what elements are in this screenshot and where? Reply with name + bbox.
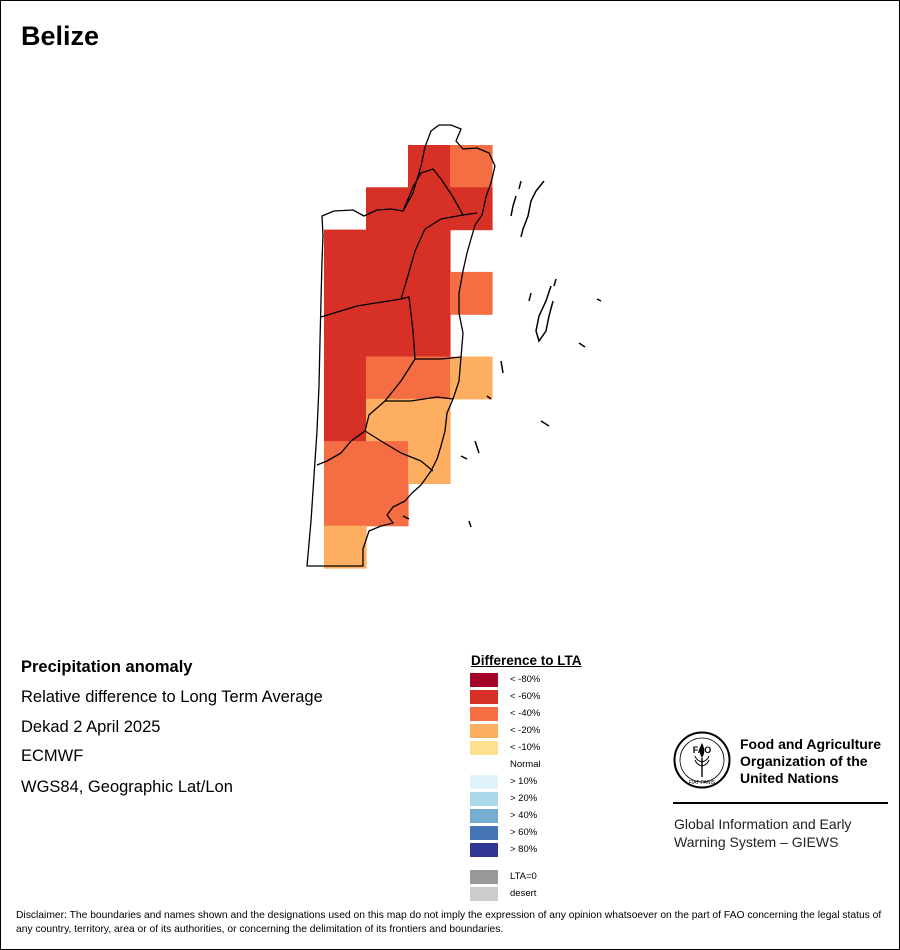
fao-logo-icon: FAO FIAT PANIS xyxy=(673,731,731,789)
district-boundary-toledo xyxy=(385,396,454,402)
district-boundary-north xyxy=(402,168,478,216)
legend-swatch xyxy=(470,809,498,823)
grid-cell xyxy=(366,356,409,400)
grid-cell xyxy=(408,441,451,484)
grid-cell xyxy=(324,314,367,358)
belize-outline xyxy=(306,124,496,567)
legend-label: Normal xyxy=(510,759,541,770)
org-name-line1: Food and Agriculture xyxy=(740,736,882,752)
grid-cell xyxy=(408,314,451,358)
legend-label: > 10% xyxy=(510,776,538,787)
info-title: Precipitation anomaly xyxy=(21,658,193,676)
grid-cell xyxy=(450,271,493,315)
grid-cell xyxy=(324,398,367,442)
info-period: Dekad 2 April 2025 xyxy=(21,718,161,736)
grid-cell xyxy=(408,356,451,400)
legend-swatch xyxy=(470,792,498,806)
grid-cell xyxy=(408,271,451,315)
grid-cell xyxy=(366,441,409,484)
grid-cell xyxy=(324,525,367,569)
legend-swatch xyxy=(470,870,498,884)
district-boundary-cayo xyxy=(400,296,462,360)
grid-cell xyxy=(408,145,451,188)
legend-swatch xyxy=(470,724,498,738)
anomaly-grid xyxy=(324,145,493,569)
district-boundary-south xyxy=(364,430,434,472)
legend-label: < -80% xyxy=(510,674,541,685)
grid-cell xyxy=(366,271,409,315)
grid-cell xyxy=(450,356,493,400)
legend-swatch xyxy=(470,826,498,840)
legend-swatch xyxy=(470,673,498,687)
grid-cell xyxy=(324,356,367,400)
legend-label: LTA=0 xyxy=(510,871,537,882)
grid-cell xyxy=(324,483,367,527)
legend-label: > 80% xyxy=(510,844,538,855)
legend-swatch xyxy=(470,690,498,704)
grid-cell xyxy=(450,187,493,231)
legend-swatch xyxy=(470,775,498,789)
info-source: ECMWF xyxy=(21,747,84,765)
legend-title: Difference to LTA xyxy=(471,653,582,668)
legend-swatch xyxy=(470,887,498,901)
legend-label: > 40% xyxy=(510,810,538,821)
org-name-line3: United Nations xyxy=(740,770,839,786)
grid-cell xyxy=(324,271,367,315)
country-boundaries xyxy=(306,124,496,567)
info-subtitle: Relative difference to Long Term Average xyxy=(21,688,323,706)
legend-label: < -10% xyxy=(510,742,541,753)
svg-text:FAO: FAO xyxy=(693,745,712,755)
svg-text:FIAT PANIS: FIAT PANIS xyxy=(689,780,716,786)
org-divider xyxy=(673,802,888,804)
org-name-line2: Organization of the xyxy=(740,753,868,769)
legend-label: desert xyxy=(510,888,537,899)
giews-name-line1: Global Information and Early xyxy=(674,816,852,832)
legend-label: < -60% xyxy=(510,691,541,702)
giews-name-line2: Warning System – GIEWS xyxy=(674,834,839,850)
info-projection: WGS84, Geographic Lat/Lon xyxy=(21,778,233,796)
district-boundary-orange-walk xyxy=(320,214,464,318)
legend-label: > 20% xyxy=(510,793,538,804)
legend-swatch xyxy=(470,741,498,755)
grid-cell xyxy=(324,229,367,273)
disclaimer-text: Disclaimer: The boundaries and names sho… xyxy=(16,910,882,935)
legend-label: < -40% xyxy=(510,708,541,719)
grid-cell xyxy=(408,187,451,231)
legend-label: > 60% xyxy=(510,827,538,838)
legend-swatch xyxy=(470,758,498,772)
legend-swatch xyxy=(470,843,498,857)
legend-swatch xyxy=(470,707,498,721)
legend-label: < -20% xyxy=(510,725,541,736)
offshore-cays xyxy=(402,180,602,528)
grid-cell xyxy=(366,398,409,442)
grid-cell xyxy=(366,229,409,273)
grid-cell xyxy=(366,483,409,527)
grid-cell xyxy=(366,314,409,358)
map-title: Belize xyxy=(21,21,100,51)
